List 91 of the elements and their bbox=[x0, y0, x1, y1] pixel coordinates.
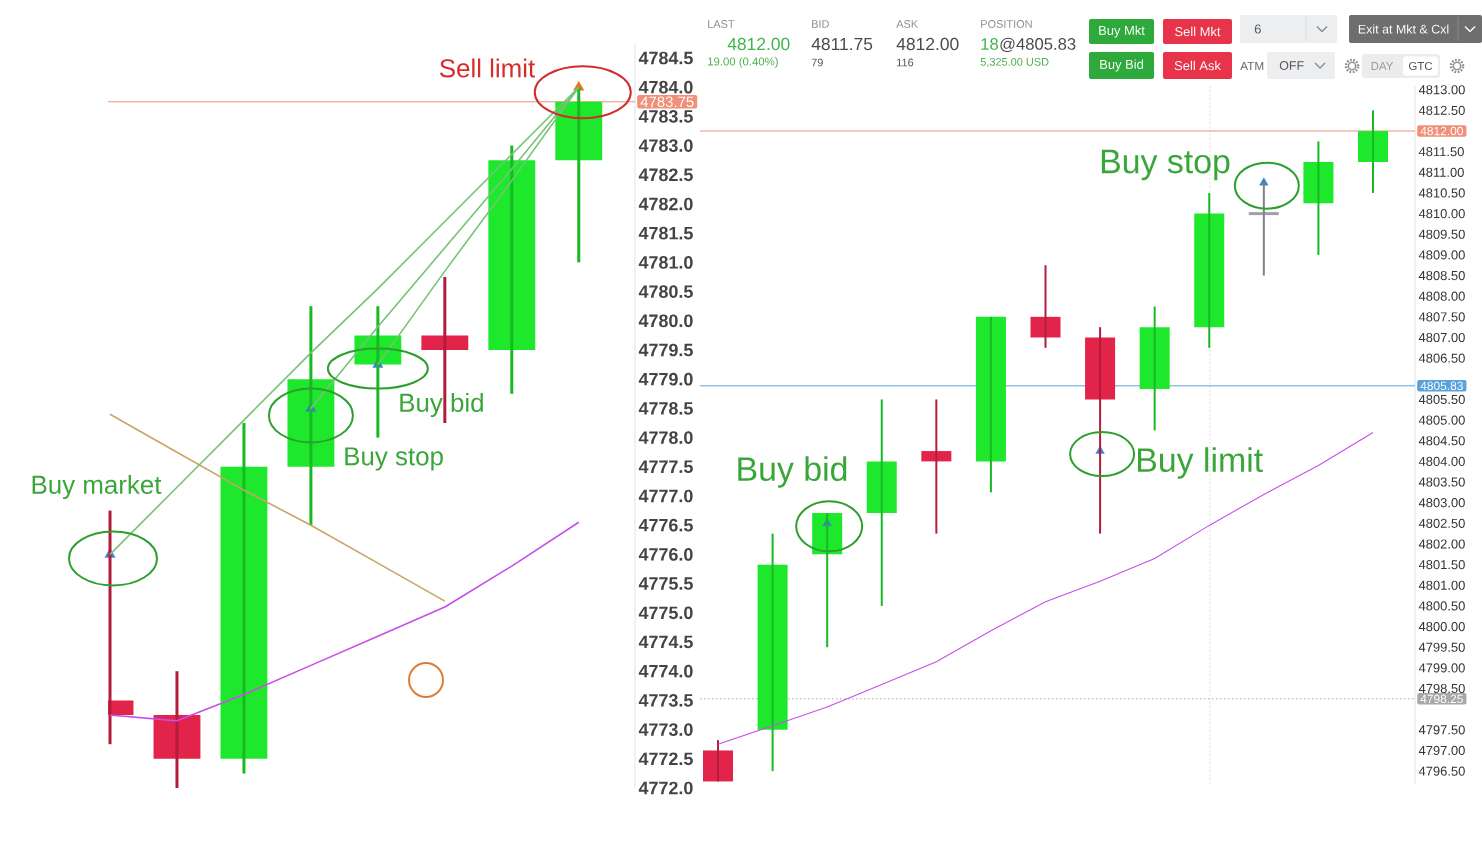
y-tick-label: 4811.50 bbox=[1418, 147, 1464, 157]
y-tick-label: 4775.0 bbox=[638, 606, 693, 620]
annotation: Sell limit bbox=[439, 58, 535, 78]
annotation: Buy limit bbox=[1138, 447, 1263, 479]
text: ATM bbox=[1240, 61, 1264, 71]
text: 116 bbox=[897, 58, 914, 67]
text: @4805.83 bbox=[1000, 37, 1076, 53]
y-tick-label: 4778.0 bbox=[638, 431, 693, 444]
text: 19.00 (0.40%) bbox=[708, 57, 778, 68]
annotation: Buy stop bbox=[1101, 149, 1230, 181]
y-tick-label: 4805.00 bbox=[1418, 415, 1465, 425]
text: DAY bbox=[1371, 62, 1394, 70]
y-tick-label: 4812.50 bbox=[1418, 105, 1465, 115]
text: 4811.75 bbox=[811, 37, 873, 51]
y-tick-label: 4774.5 bbox=[638, 635, 693, 649]
y-tick-label: 4782.5 bbox=[638, 168, 693, 182]
text: 18 bbox=[981, 38, 998, 50]
y-tick-label: 4780.0 bbox=[638, 314, 693, 328]
text: Buy Mkt bbox=[1099, 25, 1145, 38]
y-tick-label: 4807.00 bbox=[1418, 332, 1465, 343]
text: POSITION bbox=[981, 20, 1032, 28]
y-tick-label: 4811.00 bbox=[1418, 167, 1464, 177]
y-tick-label: 4803.00 bbox=[1418, 498, 1465, 508]
ref-line-label: 4805.83 bbox=[1420, 381, 1463, 391]
ref-line-label: 4812.00 bbox=[1420, 126, 1463, 136]
text: BID bbox=[812, 20, 829, 28]
y-tick-label: 4800.50 bbox=[1418, 601, 1465, 611]
y-tick-label: 4799.00 bbox=[1418, 663, 1465, 673]
y-tick-label: 4801.00 bbox=[1418, 580, 1465, 590]
y-tick-label: 4808.50 bbox=[1418, 270, 1465, 281]
y-tick-label: 4783.0 bbox=[638, 139, 693, 152]
y-tick-label: 4796.50 bbox=[1418, 766, 1465, 776]
ref-line-label: 4798.25 bbox=[1420, 694, 1463, 704]
y-tick-label: 4797.00 bbox=[1418, 745, 1465, 756]
y-tick-label: 4772.5 bbox=[638, 752, 693, 766]
text: Exit at Mkt & Cxl bbox=[1358, 24, 1449, 34]
y-tick-label: 4813.00 bbox=[1418, 85, 1465, 95]
y-tick-label: 4776.0 bbox=[638, 548, 693, 561]
y-tick-label: 4802.00 bbox=[1418, 539, 1465, 549]
y-tick-label: 4773.5 bbox=[638, 694, 693, 707]
y-tick-label: 4809.00 bbox=[1418, 250, 1465, 260]
y-tick-label: 4779.0 bbox=[638, 372, 693, 386]
y-tick-label: 4804.50 bbox=[1418, 436, 1465, 446]
y-tick-label: 4810.50 bbox=[1418, 188, 1465, 198]
text: ASK bbox=[896, 20, 919, 28]
y-tick-label: 4776.5 bbox=[638, 518, 693, 532]
y-tick-label: 4803.50 bbox=[1418, 477, 1465, 487]
y-tick-label: 4800.00 bbox=[1418, 621, 1465, 632]
y-tick-label: 4781.0 bbox=[638, 256, 693, 269]
text: Sell Mkt bbox=[1175, 26, 1221, 37]
text: OFF bbox=[1279, 61, 1304, 70]
ref-line-label: 4783.75 bbox=[640, 96, 694, 108]
y-tick-label: 4810.00 bbox=[1418, 209, 1465, 219]
text: LAST bbox=[708, 20, 735, 28]
y-tick-label: 4772.0 bbox=[638, 781, 693, 795]
y-tick-label: 4797.50 bbox=[1418, 725, 1465, 735]
y-tick-label: 4804.00 bbox=[1418, 456, 1465, 466]
y-tick-label: 4809.50 bbox=[1418, 229, 1465, 239]
annotation: Buy market bbox=[32, 474, 162, 500]
y-tick-label: 4784.5 bbox=[638, 51, 693, 65]
y-tick-label: 4806.50 bbox=[1418, 353, 1465, 363]
y-tick-label: 4799.50 bbox=[1418, 642, 1465, 652]
y-tick-label: 4782.0 bbox=[638, 197, 693, 211]
y-tick-label: 4775.5 bbox=[638, 577, 693, 590]
text: 4812.00 bbox=[727, 37, 790, 51]
y-tick-label: 4777.0 bbox=[638, 489, 693, 503]
y-tick-label: 4802.50 bbox=[1418, 518, 1465, 528]
y-tick-label: 4773.0 bbox=[638, 723, 693, 736]
y-tick-label: 4779.5 bbox=[638, 343, 693, 357]
annotation: Buy bid bbox=[738, 456, 847, 488]
text: Buy Bid bbox=[1100, 59, 1143, 72]
annotation: Buy bid bbox=[400, 392, 483, 418]
y-tick-label: 4784.0 bbox=[638, 80, 693, 94]
y-tick-label: 4801.50 bbox=[1418, 560, 1465, 570]
y-tick-label: 4774.0 bbox=[638, 664, 693, 678]
y-tick-label: 4805.50 bbox=[1418, 394, 1465, 405]
text: 4812.00 bbox=[896, 37, 959, 51]
y-tick-label: 4777.5 bbox=[638, 460, 693, 474]
y-tick-label: 4807.50 bbox=[1418, 312, 1465, 322]
text: 5,325.00 USD bbox=[980, 57, 1049, 68]
y-tick-label: 4781.5 bbox=[638, 226, 693, 240]
text: GTC bbox=[1409, 61, 1433, 71]
y-tick-label: 4798.50 bbox=[1418, 683, 1465, 694]
y-tick-label: 4808.00 bbox=[1418, 291, 1465, 301]
text: Sell Ask bbox=[1174, 60, 1221, 71]
y-tick-label: 4783.5 bbox=[638, 110, 693, 123]
text: 79 bbox=[811, 58, 823, 67]
annotation: Buy stop bbox=[345, 447, 443, 471]
y-tick-label: 4778.5 bbox=[638, 402, 693, 415]
y-tick-label: 4780.5 bbox=[638, 285, 693, 298]
text: 6 bbox=[1254, 24, 1261, 34]
